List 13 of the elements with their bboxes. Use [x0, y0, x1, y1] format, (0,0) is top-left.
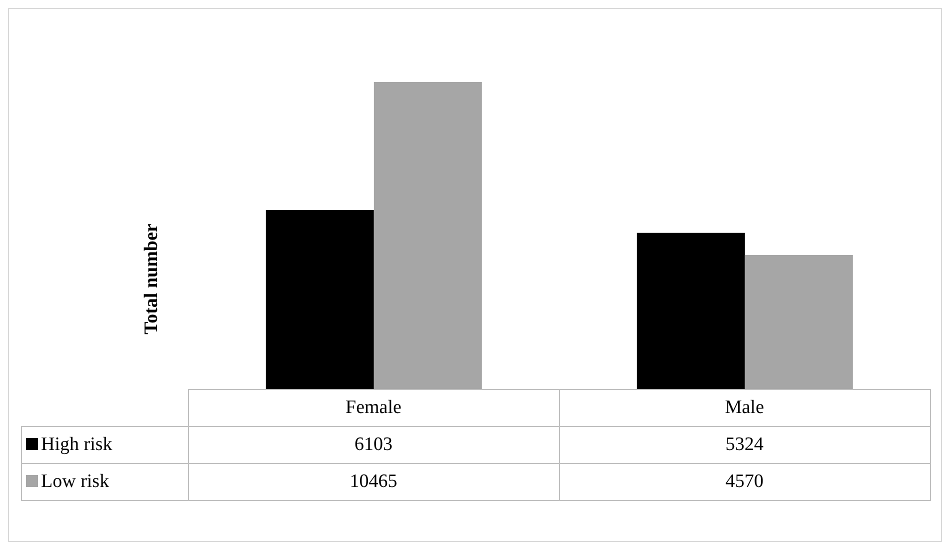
legend-label: Low risk	[22, 464, 188, 500]
bar	[266, 210, 374, 389]
data-label: 4570	[559, 464, 930, 500]
data-label: 6103	[188, 426, 559, 464]
bar	[636, 232, 745, 389]
x-tick-label: Male	[559, 390, 930, 426]
y-axis-title: Total number	[141, 223, 162, 334]
bar	[374, 82, 482, 389]
legend-label: High risk	[22, 426, 188, 464]
data-label: 10465	[188, 464, 559, 500]
x-tick-label: Female	[188, 390, 559, 426]
data-label: 5324	[559, 426, 930, 464]
bar	[744, 254, 853, 389]
